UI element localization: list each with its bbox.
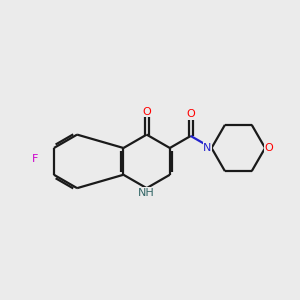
Text: NH: NH xyxy=(138,188,155,198)
Text: O: O xyxy=(265,143,274,153)
Text: N: N xyxy=(203,143,212,153)
Text: O: O xyxy=(142,107,151,117)
Text: O: O xyxy=(186,109,195,119)
Text: F: F xyxy=(32,154,38,164)
